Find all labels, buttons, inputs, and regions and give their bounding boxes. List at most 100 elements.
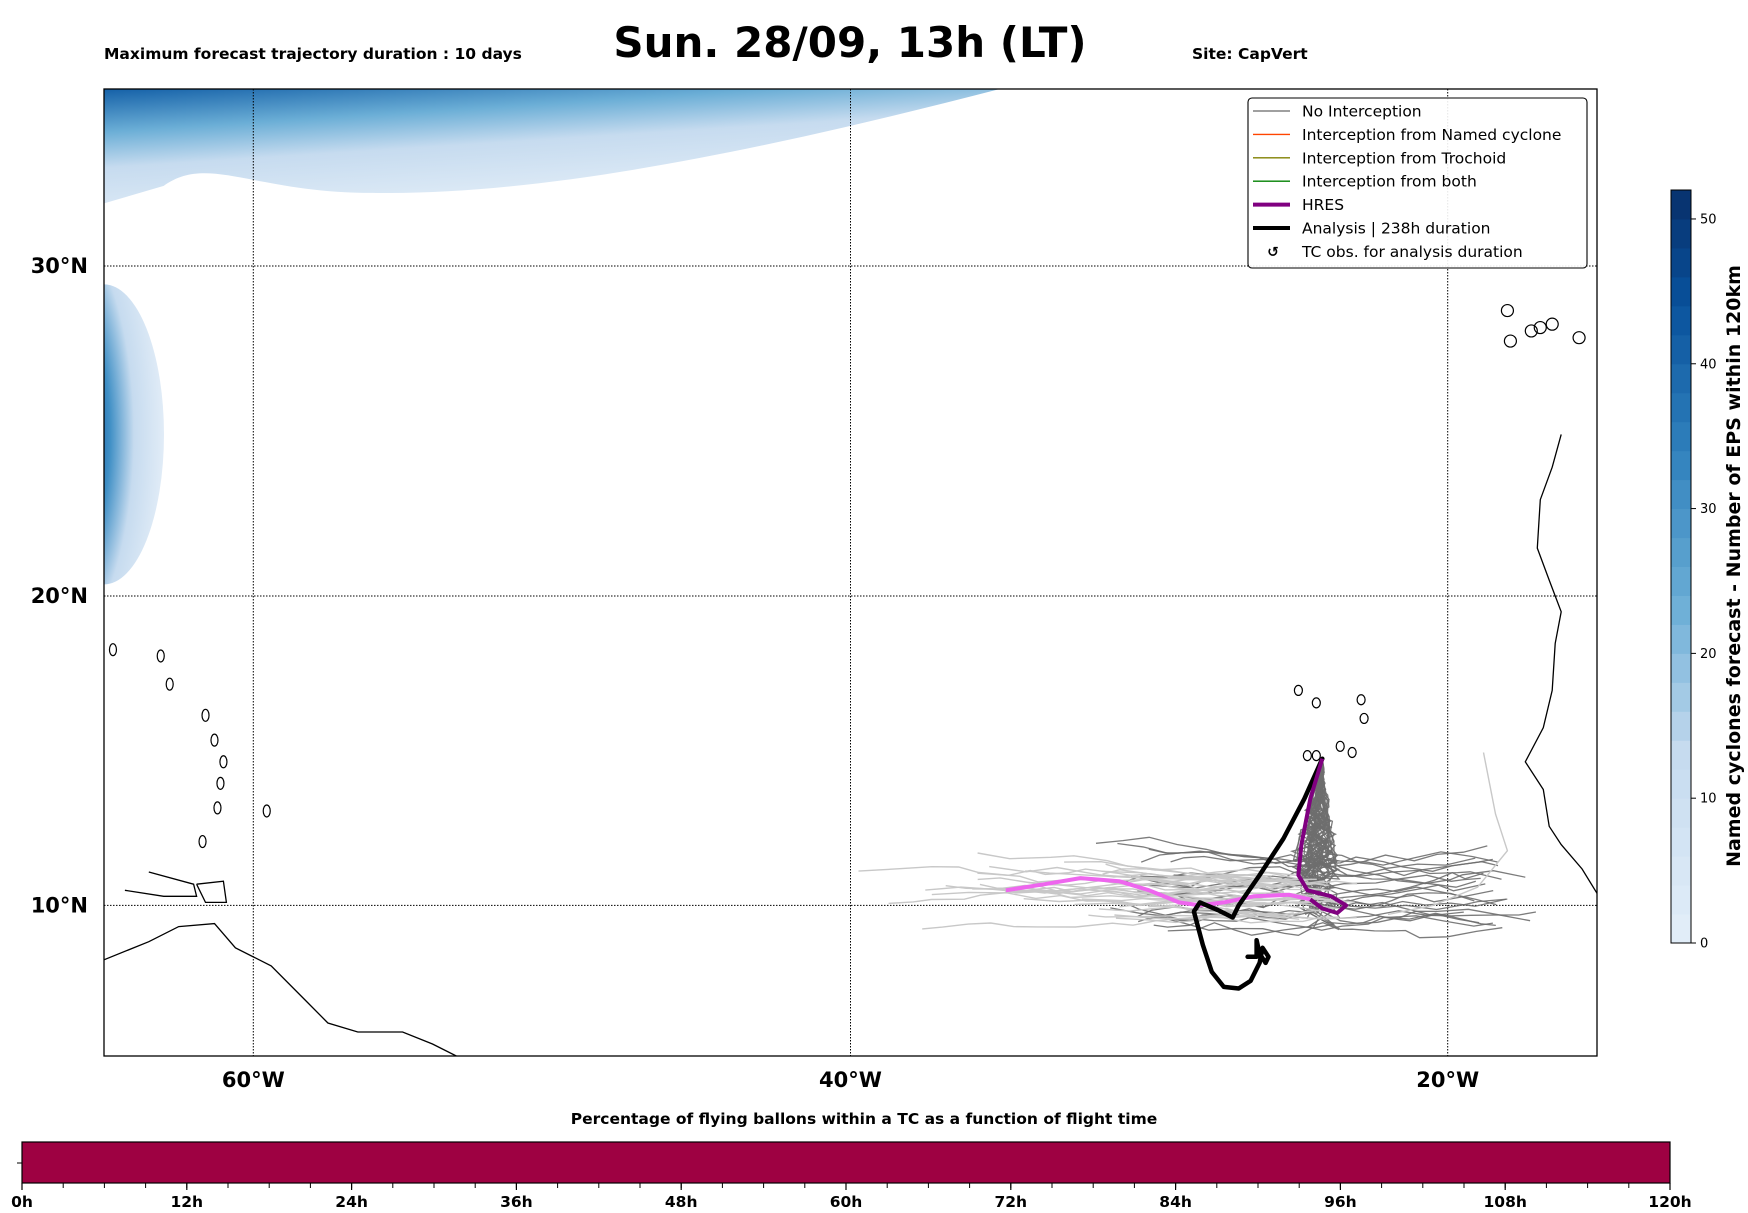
legend-label: HRES: [1302, 196, 1344, 214]
colorbar-block: [1671, 363, 1691, 394]
colorbar-block: [1671, 247, 1691, 278]
colorbar-block: [1671, 479, 1691, 510]
island-caribbean: [165, 677, 174, 691]
colorbar-block: [1671, 537, 1691, 567]
colorbar-block: [1671, 856, 1691, 886]
colorbar-block: [1671, 305, 1691, 336]
island-cape-verde: [1311, 750, 1321, 762]
header-line-duration: Maximum forecast trajectory duration : 1…: [104, 45, 522, 63]
eps-trajectory-light: [989, 865, 1322, 891]
map-plot-area: [104, 89, 1597, 1056]
density-west-core: [104, 284, 164, 585]
island-caribbean: [216, 776, 225, 790]
colorbar-block: [1671, 450, 1691, 481]
bar-tick-label: 96h: [1324, 1193, 1357, 1211]
island-caribbean: [156, 649, 165, 663]
island-cape-verde: [1347, 746, 1357, 759]
island-canary: [1503, 334, 1518, 348]
colorbar-block: [1671, 276, 1691, 307]
legend-label: No Interception: [1302, 103, 1422, 121]
colorbar-block: [1671, 190, 1691, 220]
colorbar-block: [1671, 508, 1691, 539]
colorbar-tick-label: 20: [1700, 647, 1717, 662]
colorbar-block: [1671, 218, 1691, 249]
latitude-labels: 30°N 20°N 10°N: [31, 254, 88, 917]
colorbar-frame: [1670, 189, 1692, 944]
eps-trajectory-light: [1152, 876, 1332, 892]
island-caribbean: [219, 755, 228, 769]
island-canary: [1533, 320, 1547, 335]
island-caribbean: [198, 834, 207, 849]
colorbar-tick-label: 0: [1700, 937, 1708, 952]
curved-arrow-icon: ↺: [1267, 244, 1279, 260]
island-caribbean: [201, 708, 210, 722]
colorbar-block: [1671, 885, 1691, 915]
island-cape-verde: [1311, 697, 1321, 709]
colorbar-block: [1671, 711, 1691, 741]
bar-tick-label: 36h: [500, 1193, 533, 1211]
colorbar-block: [1671, 595, 1691, 625]
colorbar-block: [1671, 769, 1691, 799]
lat-tick-label: 20°N: [31, 584, 88, 608]
bar-tick-label: 60h: [830, 1193, 863, 1211]
header-line-site: Site: CapVert: [1192, 45, 1308, 63]
coast-south-america: [104, 922, 457, 1056]
colorbar-block: [1671, 827, 1691, 857]
legend-label: Interception from Trochoid: [1302, 149, 1506, 167]
island-caribbean: [262, 804, 271, 818]
density-north-band: [104, 89, 1000, 204]
legend: No Interception Interception from Named c…: [1247, 97, 1588, 269]
island-cape-verde: [1302, 750, 1312, 762]
hres-extension-track: [1005, 876, 1311, 908]
colorbar-block: [1671, 682, 1691, 712]
tracks: [1005, 756, 1349, 991]
main-title-text: Sun. 28/09, 13h (LT): [613, 18, 1087, 67]
colorbar-label: Named cyclones forecast - Number of EPS …: [1723, 265, 1745, 867]
lon-tick-label: 60°W: [222, 1068, 285, 1092]
lat-tick-label: 30°N: [31, 254, 88, 278]
eps-trajectory-light: [1023, 898, 1300, 920]
main-title: Sun. 28/09, 13h (LT): [0, 18, 1700, 67]
eps-trajectory-dark: [1300, 758, 1507, 909]
legend-label: Analysis | 238h duration: [1302, 220, 1491, 238]
lat-tick-label: 10°N: [31, 893, 88, 917]
colorbar-tick-label: 40: [1700, 357, 1717, 372]
colorbar-tick-label: 50: [1700, 212, 1717, 227]
longitude-labels: 60°W 40°W 20°W: [222, 1068, 1479, 1092]
lon-tick-label: 20°W: [1416, 1068, 1479, 1092]
bar-tick-label: 84h: [1159, 1193, 1192, 1211]
bar-tick-label: 24h: [335, 1193, 368, 1211]
legend-label: Interception from Named cyclone: [1302, 126, 1561, 144]
island-caribbean: [213, 801, 222, 815]
colorbar-block: [1671, 421, 1691, 452]
island-canary: [1545, 317, 1559, 331]
island-canary: [1524, 324, 1538, 338]
island-cape-verde: [1335, 740, 1345, 752]
island-caribbean: [108, 643, 118, 657]
colorbar-block: [1671, 914, 1691, 944]
coastlines: [104, 303, 1597, 1056]
legend-label: TC obs. for analysis duration: [1301, 243, 1523, 261]
colorbar-block: [1671, 798, 1691, 828]
colorbar-block: [1671, 334, 1691, 365]
colorbar-block: [1671, 653, 1691, 683]
colorbar-block: [1671, 392, 1691, 423]
eps-trajectory-light: [888, 880, 1273, 905]
eps-trajectory-light: [1102, 868, 1309, 882]
hres-track: [1296, 758, 1349, 915]
island-canary: [1572, 331, 1586, 345]
bar-chart-title: Percentage of flying ballons within a TC…: [571, 1110, 1158, 1128]
coast-venezuela-north: [124, 871, 198, 897]
eps-trajectory-light: [1387, 752, 1509, 916]
bar-tick-label: 108h: [1484, 1193, 1527, 1211]
eps-trajectory-dark: [1167, 758, 1340, 936]
colorbar-tick-label: 10: [1700, 792, 1717, 807]
island-cape-verde: [1356, 694, 1366, 706]
bar-tick-label: 0h: [11, 1193, 33, 1211]
analysis-track: [1191, 756, 1325, 991]
eps-trajectory-dark: [1173, 758, 1341, 880]
bar-segment: [22, 1142, 1670, 1183]
bar-tick-label: 12h: [170, 1193, 203, 1211]
colorbar-block: [1671, 566, 1691, 596]
